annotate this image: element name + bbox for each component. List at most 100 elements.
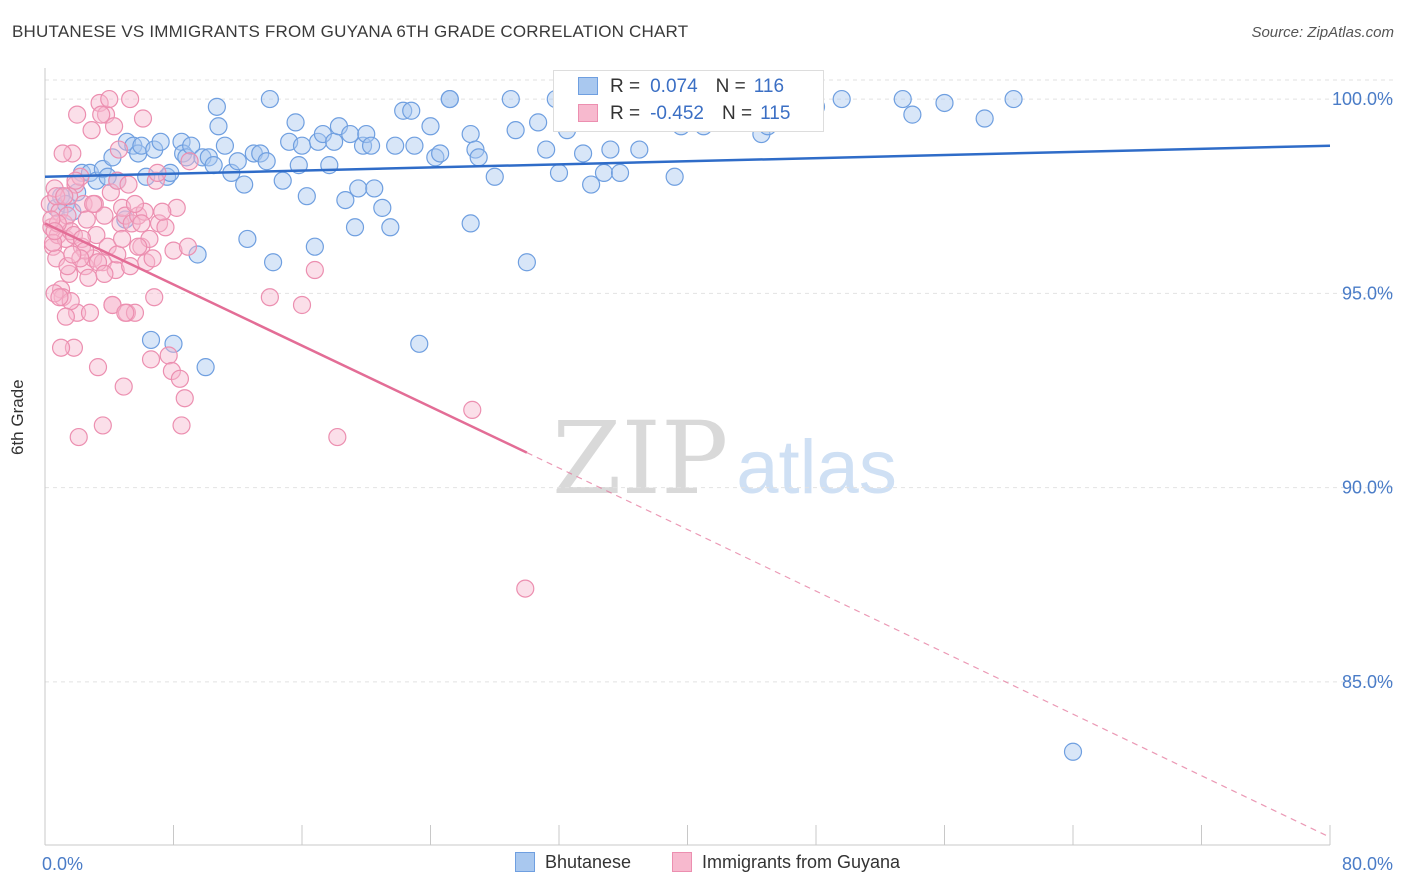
guyana-trend-extension bbox=[526, 452, 1331, 838]
guyana-point bbox=[84, 194, 103, 214]
guyana-point bbox=[50, 288, 69, 307]
guyana-point bbox=[153, 202, 172, 221]
legend-item-guyana[interactable]: Immigrants from Guyana bbox=[672, 852, 900, 873]
watermark: ZIP atlas bbox=[552, 400, 897, 517]
guyana-point bbox=[167, 198, 186, 217]
x-tick-label: 80.0% bbox=[1342, 854, 1393, 874]
bhutanese-point bbox=[582, 175, 601, 194]
guyana-point bbox=[63, 144, 82, 163]
r-value: -0.452 bbox=[650, 103, 704, 124]
stats-legend: R = 0.074 N = 116 R = -0.452 N = 115 bbox=[553, 70, 824, 132]
bhutanese-point bbox=[164, 334, 183, 353]
bhutanese-point bbox=[260, 89, 279, 109]
guyana-point bbox=[59, 187, 79, 206]
guyana-point bbox=[100, 89, 119, 109]
bhutanese-point bbox=[305, 237, 324, 256]
legend-item-bhutanese[interactable]: Bhutanese bbox=[515, 852, 631, 873]
guyana-point bbox=[112, 229, 132, 249]
bhutanese-point bbox=[573, 144, 593, 163]
guyana-point bbox=[119, 175, 138, 194]
bhutanese-point bbox=[215, 136, 234, 155]
guyana-point bbox=[121, 89, 140, 109]
guyana-point bbox=[82, 121, 101, 140]
bhutanese-point bbox=[336, 190, 355, 210]
guyana-point bbox=[305, 260, 324, 280]
bhutanese-point bbox=[469, 148, 488, 167]
guyana-point bbox=[90, 93, 109, 113]
bhutanese-point bbox=[610, 163, 630, 182]
bhutanese-point bbox=[209, 117, 228, 136]
bhutanese-point bbox=[238, 229, 257, 249]
bhutanese-point bbox=[506, 121, 525, 140]
guyana-point bbox=[292, 295, 312, 315]
watermark-zip: ZIP bbox=[552, 400, 729, 517]
guyana-point bbox=[69, 427, 88, 447]
guyana-point bbox=[328, 427, 347, 447]
bhutanese-point bbox=[461, 214, 480, 233]
bhutanese-point bbox=[405, 136, 424, 155]
guyana-point bbox=[64, 338, 84, 357]
bhutanese-point bbox=[529, 113, 548, 132]
guyana-point bbox=[80, 303, 100, 322]
bhutanese-point bbox=[137, 167, 156, 186]
guyana-point bbox=[68, 105, 87, 124]
guyana-point bbox=[53, 144, 72, 163]
guyana-point bbox=[143, 249, 162, 268]
n-label: N = bbox=[721, 103, 753, 124]
guyana-point bbox=[56, 307, 75, 326]
bhutanese-point bbox=[485, 167, 504, 186]
bhutanese-point bbox=[601, 140, 620, 159]
bhutanese-point bbox=[98, 167, 117, 186]
guyana-point bbox=[116, 303, 135, 322]
stats-legend-row-pink: R = -0.452 N = 115 bbox=[578, 103, 790, 125]
bhutanese-point bbox=[935, 93, 954, 113]
guyana-point bbox=[55, 187, 74, 206]
guyana-point bbox=[87, 225, 106, 245]
r-label: R = bbox=[610, 103, 641, 124]
bhutanese-point bbox=[501, 89, 520, 109]
bhutanese-point bbox=[341, 124, 360, 144]
bhutanese-point bbox=[257, 152, 276, 171]
guyana-point bbox=[104, 117, 124, 136]
guyana-point bbox=[77, 210, 96, 229]
bhutanese-point bbox=[975, 109, 994, 128]
r-label: R = bbox=[610, 76, 641, 97]
guyana-point bbox=[95, 206, 114, 225]
bhutanese-point bbox=[204, 156, 223, 175]
bhutanese-point bbox=[461, 124, 480, 144]
bhutanese-swatch bbox=[515, 852, 535, 872]
bhutanese-point bbox=[188, 245, 207, 264]
bhutanese-point bbox=[381, 218, 400, 237]
bhutanese-point bbox=[402, 101, 421, 120]
bhutanese-point bbox=[292, 136, 312, 155]
guyana-point bbox=[164, 241, 183, 260]
guyana-point bbox=[51, 338, 71, 357]
bhutanese-point bbox=[365, 179, 384, 198]
guyana-point bbox=[516, 579, 535, 598]
x-tick-label: 0.0% bbox=[42, 854, 83, 874]
guyana-point bbox=[93, 416, 112, 435]
guyana-point bbox=[63, 245, 82, 264]
guyana-point bbox=[135, 202, 154, 221]
bhutanese-point bbox=[373, 198, 392, 217]
r-value: 0.074 bbox=[650, 76, 698, 97]
bhutanese-point bbox=[273, 171, 292, 190]
guyana-trend-line bbox=[44, 222, 528, 454]
bhutanese-point bbox=[349, 179, 368, 198]
bhutanese-point bbox=[182, 136, 201, 155]
guyana-point bbox=[260, 288, 279, 307]
bhutanese-point bbox=[893, 89, 912, 109]
y-tick-label: 95.0% bbox=[1342, 283, 1393, 303]
guyana-swatch bbox=[672, 852, 692, 872]
bhutanese-trend-line bbox=[44, 144, 1331, 179]
guyana-point bbox=[109, 140, 128, 159]
n-label: N = bbox=[715, 76, 746, 97]
bhutanese-point bbox=[832, 89, 851, 109]
y-tick-label: 100.0% bbox=[1332, 89, 1393, 109]
guyana-point bbox=[106, 260, 125, 280]
bhutanese-point bbox=[228, 152, 247, 171]
bhutanese-point bbox=[903, 105, 922, 124]
y-tick-label: 90.0% bbox=[1342, 478, 1393, 498]
guyana-point bbox=[114, 377, 133, 396]
guyana-point bbox=[129, 237, 148, 256]
